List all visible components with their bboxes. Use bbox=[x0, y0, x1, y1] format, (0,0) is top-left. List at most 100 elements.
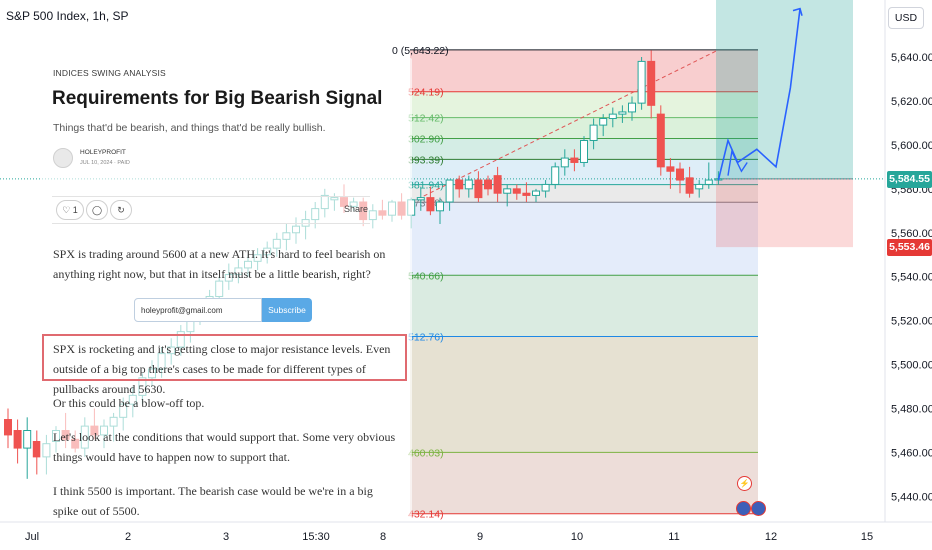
y-tick-label: 5,620.00 bbox=[891, 96, 932, 108]
heart-icon: ♡ bbox=[62, 205, 71, 215]
y-tick-label: 5,480.00 bbox=[891, 404, 932, 416]
candle-body bbox=[484, 179, 492, 190]
fib-level-label: 524.19) bbox=[408, 87, 444, 99]
restack-icon: ↻ bbox=[117, 205, 125, 215]
article-meta: JUL 10, 2024 · PAID bbox=[80, 160, 130, 166]
share-button[interactable]: Share bbox=[343, 204, 368, 214]
x-tick-label: Jul bbox=[25, 531, 39, 543]
candle-body bbox=[512, 188, 521, 194]
article-subtitle: Things that'd be bearish, and things tha… bbox=[53, 122, 326, 134]
restack-button[interactable]: ↻ bbox=[110, 200, 132, 220]
x-tick-label: 8 bbox=[380, 531, 386, 543]
candle-body bbox=[455, 179, 464, 190]
article-action-bar: ♡ 1 ◯ ↻ Share bbox=[52, 196, 370, 224]
article-paragraph-4: Let's look at the conditions that would … bbox=[53, 430, 396, 464]
candle-body bbox=[503, 188, 512, 194]
subscribe-form: holeyprofit@gmail.com Subscribe bbox=[134, 298, 312, 324]
candle-body bbox=[426, 197, 435, 212]
loss-zone bbox=[716, 178, 853, 248]
y-tick-label: 5,560.00 bbox=[891, 228, 932, 240]
y-tick-label: 5,520.00 bbox=[891, 316, 932, 328]
fib-level-label: 393.39) bbox=[408, 154, 444, 166]
fib-band bbox=[410, 49, 758, 92]
fib-level-label: 512.76) bbox=[408, 332, 444, 344]
candle-body bbox=[4, 419, 12, 436]
fib-level-label: 432.14) bbox=[408, 509, 444, 521]
price-badge: 5,553.46 bbox=[887, 239, 932, 257]
candle-body bbox=[695, 183, 704, 190]
projection-line-short bbox=[727, 149, 748, 176]
candle-body bbox=[570, 157, 579, 163]
y-tick-label: 5,500.00 bbox=[891, 360, 932, 372]
fib-level-label: 381.94) bbox=[408, 180, 444, 192]
fib-band bbox=[410, 336, 758, 453]
fibonacci-retracement: 0 (5,643.22) 524.19) 512.42) 302.90) 393.39)… bbox=[392, 45, 758, 521]
fib-band bbox=[410, 202, 758, 276]
candle-body bbox=[532, 190, 540, 196]
fib-band bbox=[410, 91, 758, 118]
candle-body bbox=[599, 118, 608, 126]
x-tick-label: 15 bbox=[861, 531, 873, 543]
article-paragraph-2: SPX is rocketing and it's getting close … bbox=[53, 342, 391, 396]
comment-icon: ◯ bbox=[91, 205, 103, 215]
like-button[interactable]: ♡ 1 bbox=[56, 200, 84, 220]
projection-path bbox=[717, 7, 803, 181]
author-name[interactable]: HOLEYPROFIT bbox=[80, 149, 126, 156]
candle-body bbox=[464, 179, 473, 190]
fib-band bbox=[410, 275, 758, 337]
x-tick-label: 9 bbox=[477, 531, 483, 543]
y-tick-label: 5,440.00 bbox=[891, 491, 932, 503]
y-tick-label: 5,460.00 bbox=[891, 447, 932, 459]
candle-body bbox=[628, 102, 636, 113]
us-flag-icon[interactable] bbox=[751, 501, 766, 516]
y-tick-label: 5,600.00 bbox=[891, 140, 932, 152]
y-tick-label: 5,640.00 bbox=[891, 52, 932, 64]
candle-body bbox=[493, 175, 502, 194]
candle-body bbox=[685, 177, 694, 194]
article-paragraph-1: SPX is trading around 5600 at a new ATH.… bbox=[53, 247, 386, 281]
candle-body bbox=[560, 157, 569, 168]
fib-band bbox=[410, 117, 758, 139]
x-tick-label: 2 bbox=[125, 531, 131, 543]
candle-body bbox=[416, 197, 425, 201]
fib-level-label: 460.03) bbox=[408, 447, 444, 459]
candle-body bbox=[704, 179, 713, 185]
price-badge: 5,584.55 bbox=[887, 170, 932, 188]
trendline bbox=[410, 49, 719, 203]
candle-body bbox=[436, 201, 444, 212]
profit-zone bbox=[716, 0, 853, 179]
dashed-trendline bbox=[410, 49, 719, 203]
chart-title: S&P 500 Index, 1h, SP bbox=[6, 9, 129, 23]
article-title[interactable]: Requirements for Big Bearish Signal bbox=[52, 88, 383, 109]
candle-body bbox=[637, 60, 646, 104]
fib-level-label: 302.90) bbox=[408, 134, 444, 146]
x-tick-label: 12 bbox=[765, 531, 777, 543]
candle-body bbox=[589, 124, 598, 141]
like-count: 1 bbox=[72, 205, 78, 215]
currency-selector[interactable]: USD bbox=[888, 7, 924, 29]
article-paragraph-5: I think 5500 is important. The bearish c… bbox=[53, 484, 373, 518]
y-tick-label: 5,540.00 bbox=[891, 272, 932, 284]
us-flag-icon[interactable] bbox=[736, 501, 751, 516]
author-avatar[interactable] bbox=[53, 148, 73, 168]
candle-body bbox=[666, 166, 675, 172]
fib-level-label: 0 (5,643.22) bbox=[392, 45, 449, 57]
email-field[interactable]: holeyprofit@gmail.com bbox=[134, 298, 262, 322]
x-tick-label: 15:30 bbox=[302, 531, 330, 543]
candle-body bbox=[445, 179, 454, 203]
lightning-icon[interactable]: ⚡ bbox=[737, 476, 752, 491]
candle-body bbox=[13, 430, 22, 449]
candle-body bbox=[608, 113, 617, 120]
candle-body bbox=[656, 113, 665, 168]
x-tick-label: 3 bbox=[223, 531, 229, 543]
candle-body bbox=[23, 430, 32, 449]
comment-button[interactable]: ◯ bbox=[86, 200, 108, 220]
candle-body bbox=[580, 139, 588, 163]
x-tick-label: 10 bbox=[571, 531, 583, 543]
article-kicker: INDICES SWING ANALYSIS bbox=[53, 68, 166, 78]
candle-body bbox=[618, 111, 627, 115]
subscribe-button[interactable]: Subscribe bbox=[262, 298, 312, 322]
article-paragraph-3: Or this could be a blow-off top. bbox=[53, 396, 205, 410]
fib-level-label: 512.42) bbox=[408, 113, 444, 125]
